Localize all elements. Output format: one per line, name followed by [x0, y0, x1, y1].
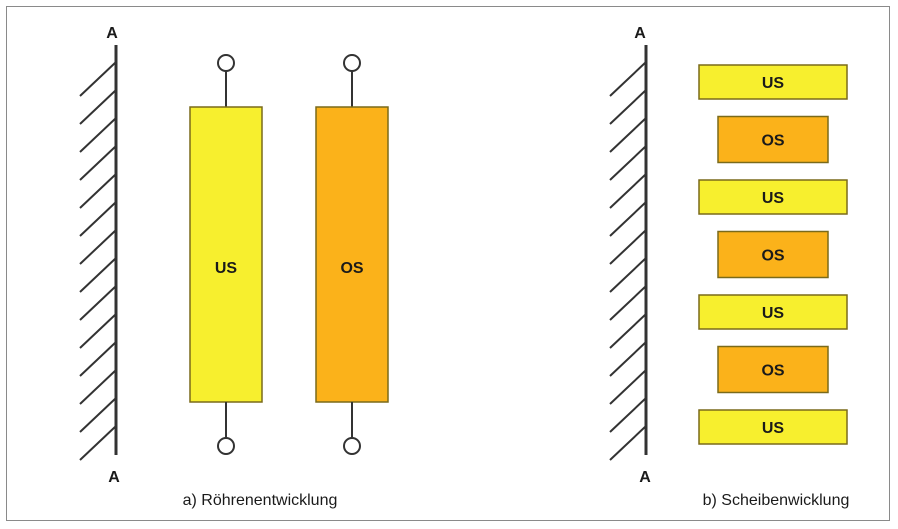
left-core-hatching [79, 61, 117, 461]
hatch-line [609, 201, 647, 237]
disc-stack: US OS US OS US OS US [698, 64, 848, 445]
hatch-line [79, 397, 117, 433]
disc-us [698, 179, 848, 215]
disc-label: US [762, 305, 785, 322]
hatch-line [609, 397, 647, 433]
disc-os [717, 115, 829, 164]
hatch-line [79, 313, 117, 349]
disc-os [717, 230, 829, 279]
hatch-line [609, 369, 647, 405]
coil-us-body [189, 106, 263, 403]
disc-label: OS [761, 248, 784, 265]
coil-us-bottom-terminal [217, 437, 235, 455]
hatch-line [79, 201, 117, 237]
coil-os-label: OS [340, 260, 363, 277]
coil-os-body [315, 106, 389, 403]
coil-us: US [189, 54, 263, 455]
disc-label: US [762, 420, 785, 437]
hatch-line [79, 117, 117, 153]
disc-us [698, 409, 848, 445]
right-panel: A A US OS US OS US OS US b) Scheibenwicklung [609, 25, 850, 509]
right-caption: b) Scheibenwicklung [703, 492, 850, 509]
disc-label: OS [761, 133, 784, 150]
hatch-line [609, 173, 647, 209]
disc-us [698, 294, 848, 330]
hatch-line [79, 145, 117, 181]
right-axis-bottom-label: A [639, 469, 651, 486]
hatch-line [609, 313, 647, 349]
disc-os [717, 345, 829, 394]
hatch-line [609, 285, 647, 321]
hatch-line [79, 341, 117, 377]
hatch-line [609, 89, 647, 125]
hatch-line [609, 425, 647, 461]
disc-label: OS [761, 363, 784, 380]
coil-us-top-terminal [217, 54, 235, 72]
hatch-line [609, 61, 647, 97]
disc-us [698, 64, 848, 100]
coil-os: OS [315, 54, 389, 455]
hatch-line [609, 117, 647, 153]
hatch-line [79, 285, 117, 321]
coil-os-top-terminal [343, 54, 361, 72]
hatch-line [79, 369, 117, 405]
hatch-line [609, 257, 647, 293]
left-axis-bottom-label: A [108, 469, 120, 486]
hatch-line [79, 61, 117, 97]
hatch-line [79, 173, 117, 209]
hatch-line [79, 229, 117, 265]
left-axis-top-label: A [106, 25, 118, 42]
left-caption: a) Röhrenentwicklung [183, 492, 338, 509]
left-panel: A A US OS a) Röhrenentwicklung [79, 25, 389, 509]
hatch-line [79, 257, 117, 293]
hatch-line [609, 145, 647, 181]
hatch-line [609, 229, 647, 265]
disc-label: US [762, 190, 785, 207]
coil-os-bottom-terminal [343, 437, 361, 455]
diagram-frame [6, 6, 890, 521]
hatch-line [79, 425, 117, 461]
coil-us-label: US [215, 260, 238, 277]
right-axis-top-label: A [634, 25, 646, 42]
right-core-hatching [609, 61, 647, 461]
hatch-line [79, 89, 117, 125]
hatch-line [609, 341, 647, 377]
disc-label: US [762, 75, 785, 92]
